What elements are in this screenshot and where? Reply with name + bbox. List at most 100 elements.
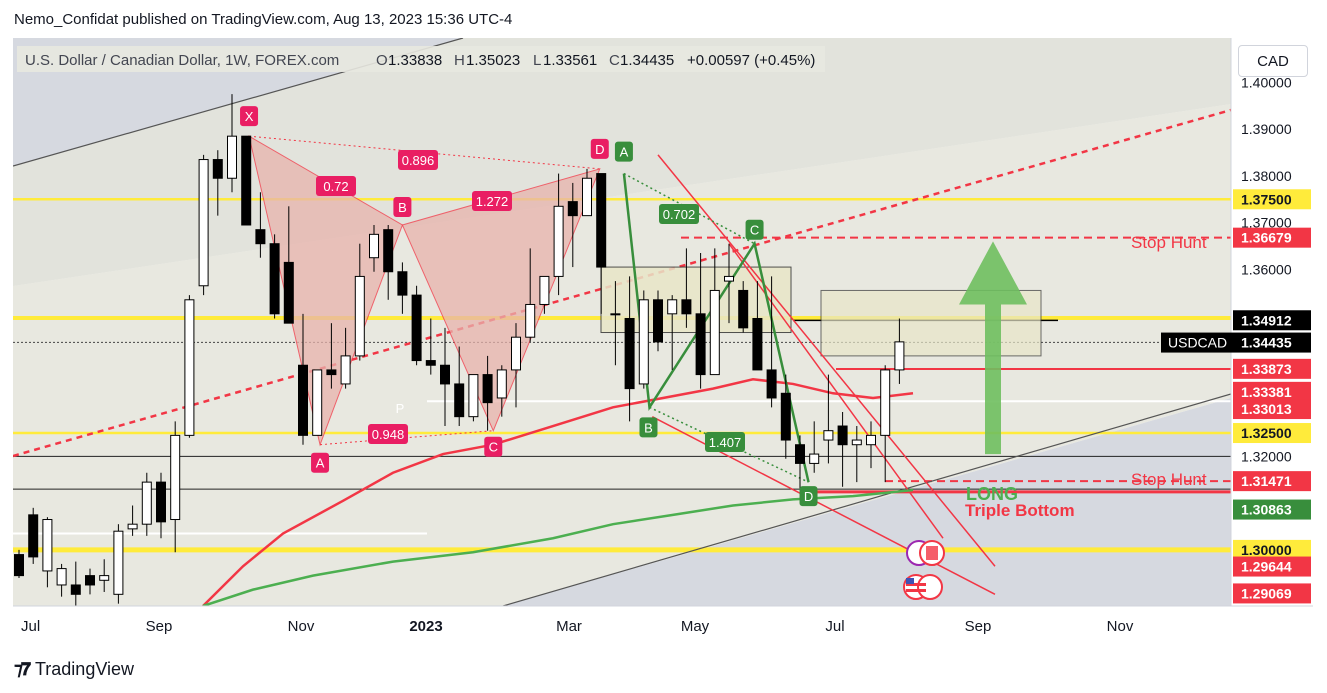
green-bd-line (649, 406, 809, 483)
candle-body (738, 289, 749, 329)
candle-body (241, 135, 252, 226)
price-tag-box (1233, 310, 1311, 331)
close-value: 1.34435 (620, 52, 674, 69)
close-label: C (609, 52, 620, 69)
low-label: L (533, 52, 541, 69)
candle-body (638, 299, 649, 385)
high-label: H (454, 52, 465, 69)
candle-body (866, 434, 876, 446)
tradingview-icon: ⁊𝟕 (14, 659, 31, 679)
axis-layer: 1.40000 1.39000 1.38000 1.37000 1.36000 1.320… (13, 38, 1313, 644)
ohlc-header: U.S. Dollar / Canadian Dollar, 1W, FOREX… (17, 46, 825, 72)
candle-body (468, 374, 479, 418)
candles-layer (14, 94, 905, 606)
symbol-tag-text: USDCAD (1168, 335, 1227, 351)
us-flag-icon (903, 574, 943, 600)
price-tag-text: 1.30863 (1241, 502, 1292, 518)
triple-bottom-annotation: Triple Bottom (965, 501, 1075, 520)
pattern-label-box (472, 191, 512, 211)
pattern-label-text: 1.272 (476, 194, 509, 209)
price-tag-box (1233, 399, 1311, 420)
pattern-label-box (484, 436, 503, 457)
candle-body (582, 177, 592, 217)
pattern-label-text: 0.948 (372, 427, 405, 442)
pattern-label-text: 0.896 (402, 153, 435, 168)
candle-body (809, 453, 820, 464)
candle-body (70, 584, 81, 595)
candle-body (823, 430, 834, 441)
candle-body (553, 205, 564, 277)
pattern-label-box (705, 432, 745, 452)
candle-body (894, 341, 905, 371)
price-tag-text: 1.30000 (1241, 542, 1292, 558)
candle-body (283, 261, 294, 324)
candle-body (212, 159, 223, 179)
price-tag-text: 1.32500 (1241, 425, 1292, 441)
price-tag-text: 1.33381 (1241, 384, 1292, 400)
candle-body (354, 275, 365, 357)
candle-body (539, 275, 550, 305)
pattern-label-box (639, 417, 658, 438)
candle-body (567, 201, 578, 217)
price-tag-text: 1.33013 (1241, 401, 1292, 417)
long-arrow-icon (959, 241, 1027, 455)
time-tick-label: Mar (556, 618, 582, 635)
currency-button[interactable]: CAD (1238, 45, 1308, 77)
price-tag-text: 1.29069 (1241, 585, 1292, 601)
pattern-label-text: X (245, 109, 254, 124)
long-annotation: LONG (966, 484, 1018, 504)
candle-body (383, 229, 394, 273)
pattern-label-text: C (489, 440, 498, 455)
price-tag-text: 1.34435 (1241, 335, 1292, 351)
high-value: 1.35023 (466, 52, 520, 69)
price-tick-label: 1.32000 (1241, 448, 1292, 464)
candle-body (127, 523, 138, 530)
candle-body (440, 364, 450, 385)
candle-body (851, 439, 862, 446)
price-tag-box (1233, 332, 1311, 353)
price-tag-box (1233, 539, 1311, 560)
pattern-labels-layer: X A B C D 0.72 0.896 1.272 0.948 A B C D 0.702 1.407 P (240, 106, 818, 507)
tradingview-logo[interactable]: ⁊𝟕 TradingView (14, 659, 134, 680)
candle-body (298, 364, 308, 436)
candle-body (28, 514, 39, 558)
open-value: 1.33838 (388, 52, 442, 69)
pattern-label-text: B (398, 200, 407, 215)
pattern-label-box (614, 141, 633, 162)
candle-body (780, 392, 791, 441)
candle-body (411, 294, 422, 362)
pattern-label-text: B (644, 420, 653, 435)
time-tick-label: 2023 (409, 618, 442, 635)
price-tag-text: 1.34912 (1241, 312, 1292, 328)
candle-body (14, 554, 24, 577)
chart-area[interactable]: X A B C D 0.72 0.896 1.272 0.948 A B C D 0.702 1.407 P … (13, 38, 1313, 644)
candle-body (681, 299, 692, 315)
channel-lower-line (502, 393, 1231, 606)
price-tick-label: 1.37000 (1241, 215, 1292, 231)
time-tick-label: Sep (965, 618, 992, 635)
candle-body (170, 434, 181, 521)
pattern-label-box (368, 424, 408, 444)
time-axis-bg (13, 606, 1313, 644)
red-fan-line-1 (657, 154, 996, 567)
price-tag-text: 1.37500 (1241, 191, 1292, 207)
price-chart[interactable]: XABCD0.720.8961.2720.948ABCD0.7021.407P … (13, 38, 1313, 644)
candle-body (397, 271, 408, 296)
price-tag-text: 1.33873 (1241, 361, 1292, 377)
price-tag-box (1233, 471, 1311, 492)
pattern-label-text: 0.702 (663, 207, 696, 222)
price-tick-label: 1.39000 (1241, 121, 1292, 137)
canada-flag-icon (906, 540, 945, 566)
candle-body (724, 275, 734, 282)
candle-body (837, 425, 848, 446)
dashed-red-trendline (13, 108, 1231, 458)
tradingview-wordmark: TradingView (34, 659, 135, 679)
pattern-label-text: 0.72 (323, 179, 348, 194)
candle-body (454, 383, 465, 418)
price-tick-label: 1.38000 (1241, 168, 1292, 184)
time-tick-label: Jul (21, 618, 40, 635)
candle-body (880, 369, 891, 436)
stop-hunt-upper: Stop Hunt (1131, 233, 1207, 252)
low-value: 1.33561 (543, 52, 597, 69)
pattern-label-text: 1.407 (709, 435, 742, 450)
